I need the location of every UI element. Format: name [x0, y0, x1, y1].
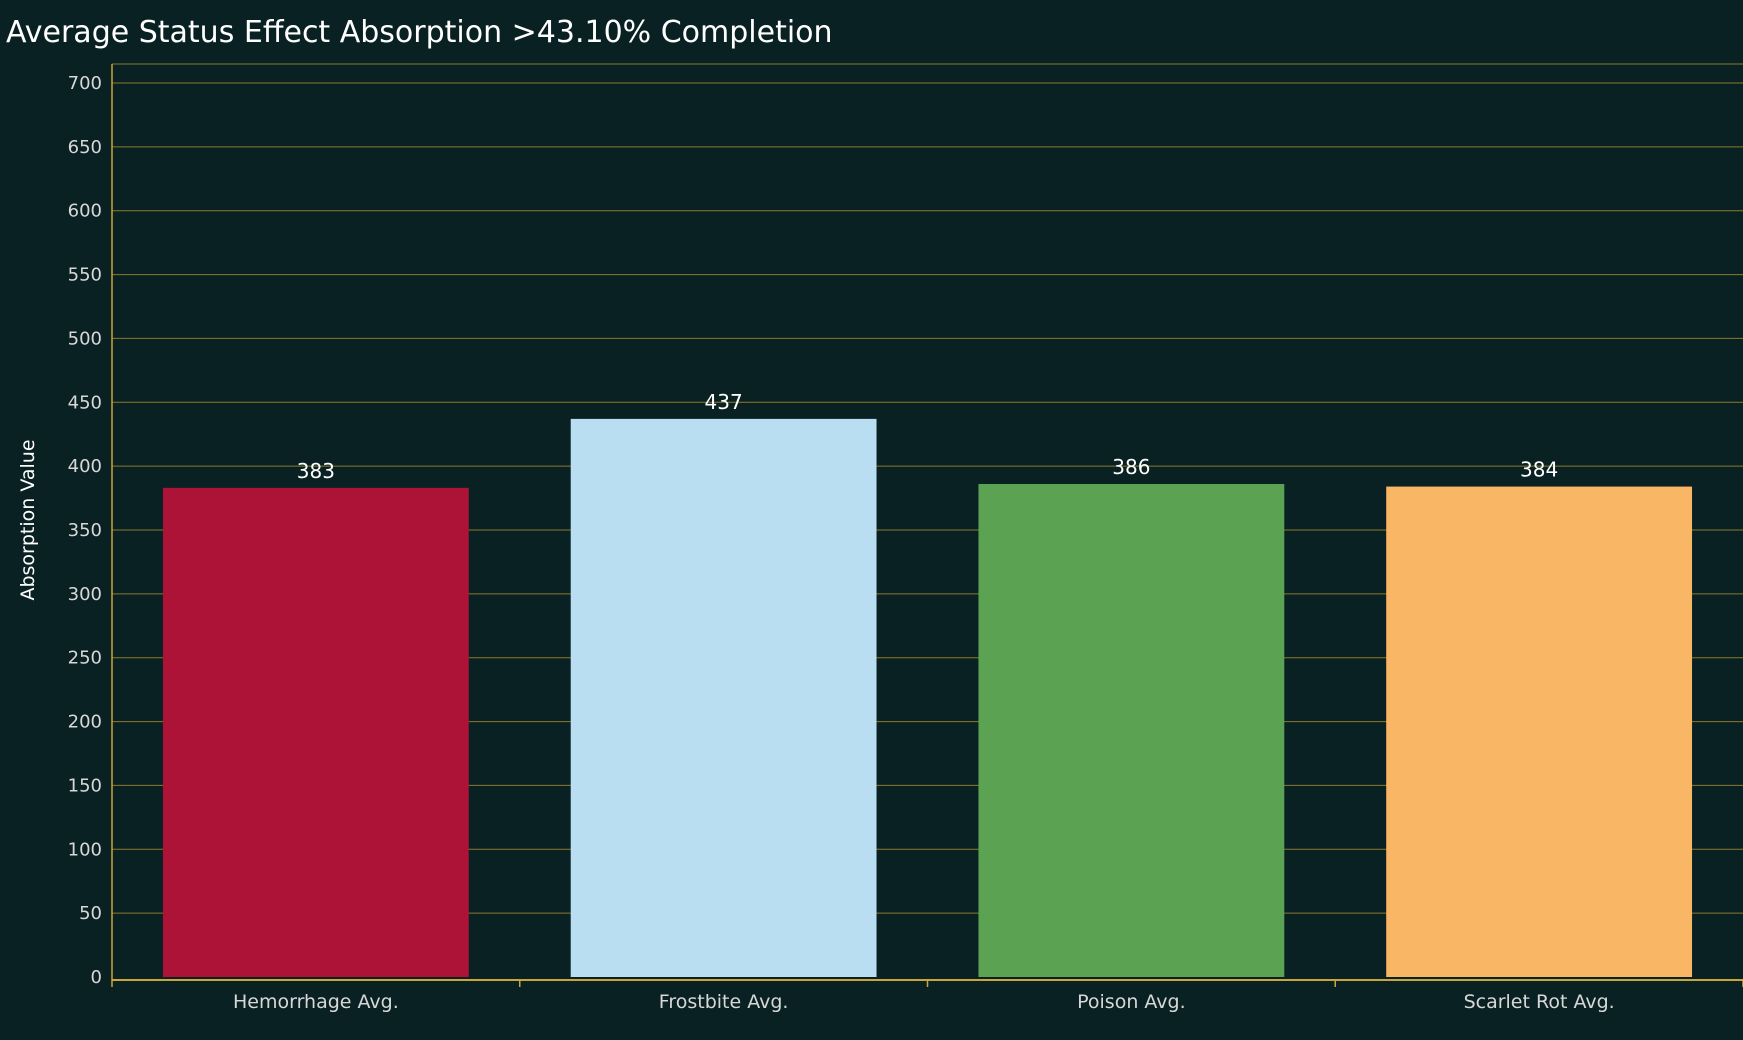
- data-label: 437: [705, 390, 743, 414]
- chart-title: Average Status Effect Absorption >43.10%…: [6, 15, 833, 50]
- y-tick-label: 400: [68, 456, 102, 477]
- bar: [162, 487, 469, 977]
- x-tick-label: Hemorrhage Avg.: [233, 991, 399, 1013]
- y-tick-label: 300: [68, 584, 102, 605]
- y-tick-label: 0: [91, 967, 102, 988]
- y-tick-label: 250: [68, 648, 102, 669]
- y-tick-label: 200: [68, 712, 102, 733]
- axes: [111, 64, 1743, 987]
- x-axis-ticks: Hemorrhage Avg. Frostbite Avg. Poison Avg.…: [233, 991, 1615, 1013]
- bar: [978, 484, 1285, 977]
- data-labels: 383 437 386 384: [297, 390, 1558, 483]
- y-tick-label: 100: [68, 839, 102, 860]
- y-tick-label: 550: [68, 265, 102, 286]
- y-axis-ticks: 0 50 100 150 200 250 300 350 400 450 500 550 600 650 7…: [68, 73, 102, 988]
- x-tick-label: Scarlet Rot Avg.: [1464, 991, 1615, 1013]
- bar: [570, 418, 877, 978]
- y-tick-label: 600: [68, 201, 102, 222]
- data-label: 386: [1112, 455, 1150, 479]
- bar: [1386, 486, 1693, 977]
- y-tick-label: 350: [68, 520, 102, 541]
- y-tick-label: 500: [68, 328, 102, 349]
- x-tick-label: Frostbite Avg.: [659, 991, 789, 1013]
- y-tick-label: 650: [68, 137, 102, 158]
- x-tick-label: Poison Avg.: [1077, 991, 1186, 1013]
- y-tick-label: 700: [68, 73, 102, 94]
- y-axis-label: Absorption Value: [17, 439, 39, 600]
- y-tick-label: 150: [68, 775, 102, 796]
- bars: [162, 418, 1693, 978]
- data-label: 384: [1520, 458, 1558, 482]
- data-label: 383: [297, 459, 335, 483]
- y-tick-label: 50: [79, 903, 102, 924]
- y-tick-label: 450: [68, 392, 102, 413]
